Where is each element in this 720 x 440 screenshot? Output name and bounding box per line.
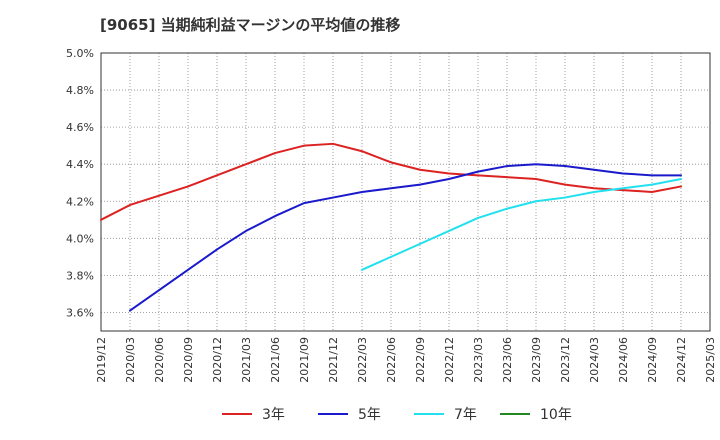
y-tick-label: 4.2% [66,195,94,208]
series-lines [100,142,682,312]
x-tick-label: 2021/03 [240,337,253,383]
x-tick-label: 2024/09 [646,337,659,383]
x-tick-label: 2020/12 [211,337,224,383]
x-tick-label: 2020/03 [124,337,137,383]
x-tick-label: 2024/06 [617,337,630,383]
y-axis-ticks: 3.6% 3.8% 4.0% 4.2% 4.4% 4.6% 4.8% 5.0% [66,47,94,319]
plot-frame [100,52,711,332]
x-tick-label: 2021/06 [269,337,282,383]
x-tick-label: 2024/12 [675,337,688,383]
x-tick-label: 2025/03 [704,337,717,383]
x-axis-ticks: 2019/12 2020/03 2020/06 2020/09 2020/12 2021/… [95,337,717,383]
series-line-5年 [129,163,682,312]
y-tick-label: 5.0% [66,47,94,60]
x-tick-label: 2023/03 [472,337,485,383]
x-tick-label: 2022/12 [443,337,456,383]
x-tick-label: 2019/12 [95,337,108,383]
x-tick-label: 2022/09 [414,337,427,383]
y-tick-label: 4.4% [66,158,94,171]
y-tick-label: 3.6% [66,306,94,319]
x-tick-label: 2021/09 [298,337,311,383]
chart-title: [9065] 当期純利益マージンの平均値の推移 [100,16,401,34]
y-tick-label: 4.6% [66,121,94,134]
x-tick-label: 2022/03 [356,337,369,383]
y-tick-label: 4.0% [66,232,94,245]
legend-label: 7年 [454,407,477,423]
legend-label: 5年 [358,407,381,423]
legend-label: 3年 [262,407,285,423]
grid [100,52,711,331]
x-tick-label: 2020/09 [182,337,195,383]
x-tick-label: 2020/06 [153,337,166,383]
y-tick-label: 3.8% [66,269,94,282]
legend-label: 10年 [540,407,572,423]
series-line-3年 [100,142,682,221]
x-tick-label: 2023/12 [559,337,572,383]
x-tick-label: 2023/06 [501,337,514,383]
x-tick-label: 2022/06 [385,337,398,383]
x-tick-label: 2023/09 [530,337,543,383]
series-line-7年 [361,178,682,271]
x-tick-label: 2024/03 [588,337,601,383]
legend: 3年 5年 7年 10年 [222,407,572,423]
y-tick-label: 4.8% [66,84,94,97]
x-tick-label: 2021/12 [327,337,340,383]
